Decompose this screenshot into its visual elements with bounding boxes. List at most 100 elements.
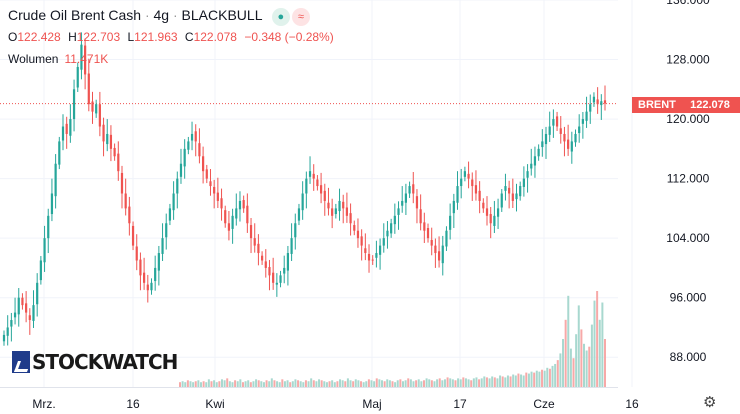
volume-bar — [181, 381, 184, 387]
x-axis: Mrz. 16 Kwi Maj 17 Cze 16 — [32, 397, 639, 411]
volume-bar — [373, 381, 376, 387]
logo-text: STOCKWATCH — [32, 350, 178, 374]
candle-body — [279, 275, 282, 283]
volume-bar — [569, 348, 572, 387]
candle-body — [367, 253, 371, 261]
candle-body — [109, 134, 113, 149]
candle-body — [371, 259, 374, 261]
volume-bar — [409, 379, 412, 387]
volume-bar — [262, 382, 265, 387]
candle-body — [603, 100, 607, 104]
volume-bar — [580, 329, 583, 387]
volume-bar — [318, 379, 321, 387]
x-tick-label: 16 — [126, 397, 140, 411]
volume-bar — [601, 302, 604, 387]
volume-bar — [449, 378, 452, 387]
candle-body — [382, 238, 385, 246]
candle-body — [441, 245, 444, 264]
candle-body — [526, 171, 529, 178]
close-value: 122.078 — [193, 30, 237, 44]
candle-body — [249, 225, 253, 239]
candle-body — [390, 223, 393, 234]
candle-body — [456, 186, 459, 203]
settings-gear-icon[interactable]: ⚙ — [703, 394, 717, 411]
candle-body — [286, 253, 290, 271]
volume-bar — [564, 319, 567, 387]
volume-bar — [604, 339, 606, 387]
volume-bar — [197, 380, 200, 387]
candle-body — [548, 126, 551, 135]
volume-bar — [415, 380, 418, 387]
candle-body — [430, 239, 433, 246]
source-label: BLACKBULL — [181, 7, 262, 24]
candle-body — [80, 44, 83, 70]
open-value: 122.428 — [17, 30, 61, 44]
candle-body — [297, 208, 301, 221]
candle-body — [65, 123, 68, 134]
volume-bar — [493, 377, 496, 387]
candle-body — [120, 172, 124, 194]
candle-body — [452, 200, 455, 214]
candle-body — [478, 190, 481, 201]
candle-body — [113, 147, 116, 157]
candle-body — [253, 238, 256, 246]
volume-bar — [485, 377, 488, 387]
volume-bar — [506, 375, 509, 387]
x-tick-label: 17 — [453, 397, 467, 411]
volume-bar — [241, 382, 244, 387]
candle-body — [17, 297, 20, 315]
volume-bar — [273, 380, 276, 387]
candle-body — [91, 101, 94, 112]
candle-body — [213, 186, 216, 194]
volume-bar — [362, 382, 365, 387]
symbol-name[interactable]: Crude Oil Brent Cash — [8, 7, 142, 24]
interval-label[interactable]: 4g — [153, 7, 170, 24]
candle-body — [305, 178, 308, 194]
volume-bar — [554, 363, 557, 387]
volume-bar — [323, 381, 326, 387]
candle-body — [194, 131, 197, 142]
candle-body — [257, 243, 260, 254]
volume-bar — [491, 376, 494, 387]
volume-bar — [470, 380, 473, 387]
volume-bar — [210, 381, 213, 387]
close-label: C — [184, 30, 194, 44]
candle-body — [154, 267, 157, 282]
candle-body — [489, 214, 492, 224]
volume-bar — [577, 305, 580, 387]
candle-body — [10, 320, 13, 327]
y-tick-label: 136.000 — [666, 0, 710, 7]
volume-bar — [598, 319, 601, 387]
volume-bar — [186, 380, 189, 387]
candle-body — [349, 213, 352, 224]
volume-bar — [394, 382, 397, 387]
volume-bar — [260, 381, 263, 387]
candle-body — [353, 225, 356, 231]
volume-bar — [289, 382, 292, 387]
candle-body — [316, 179, 319, 187]
volume-bar — [575, 334, 578, 387]
volume-bar — [244, 381, 247, 387]
volume-bar — [192, 382, 195, 387]
candle-body — [511, 193, 514, 201]
candle-body — [537, 148, 540, 157]
low-label: L — [127, 30, 135, 44]
volume-bar — [276, 381, 279, 387]
candle-body — [522, 178, 525, 187]
candle-body — [143, 272, 146, 283]
candle-body — [150, 282, 153, 291]
candle-body — [220, 198, 223, 209]
candle-body — [87, 73, 90, 105]
candle-body — [242, 200, 245, 209]
x-tick-label: Maj — [362, 397, 381, 411]
candle-body — [515, 193, 518, 200]
volume-bar — [454, 380, 457, 387]
volume-bar — [213, 380, 216, 387]
volume-bar — [278, 382, 281, 387]
volume-bar — [533, 372, 536, 387]
volume-bar — [590, 324, 593, 387]
candle-body — [567, 139, 570, 149]
volume-legend: Wolumen 11.471K — [8, 52, 108, 66]
volume-bar — [541, 369, 544, 387]
